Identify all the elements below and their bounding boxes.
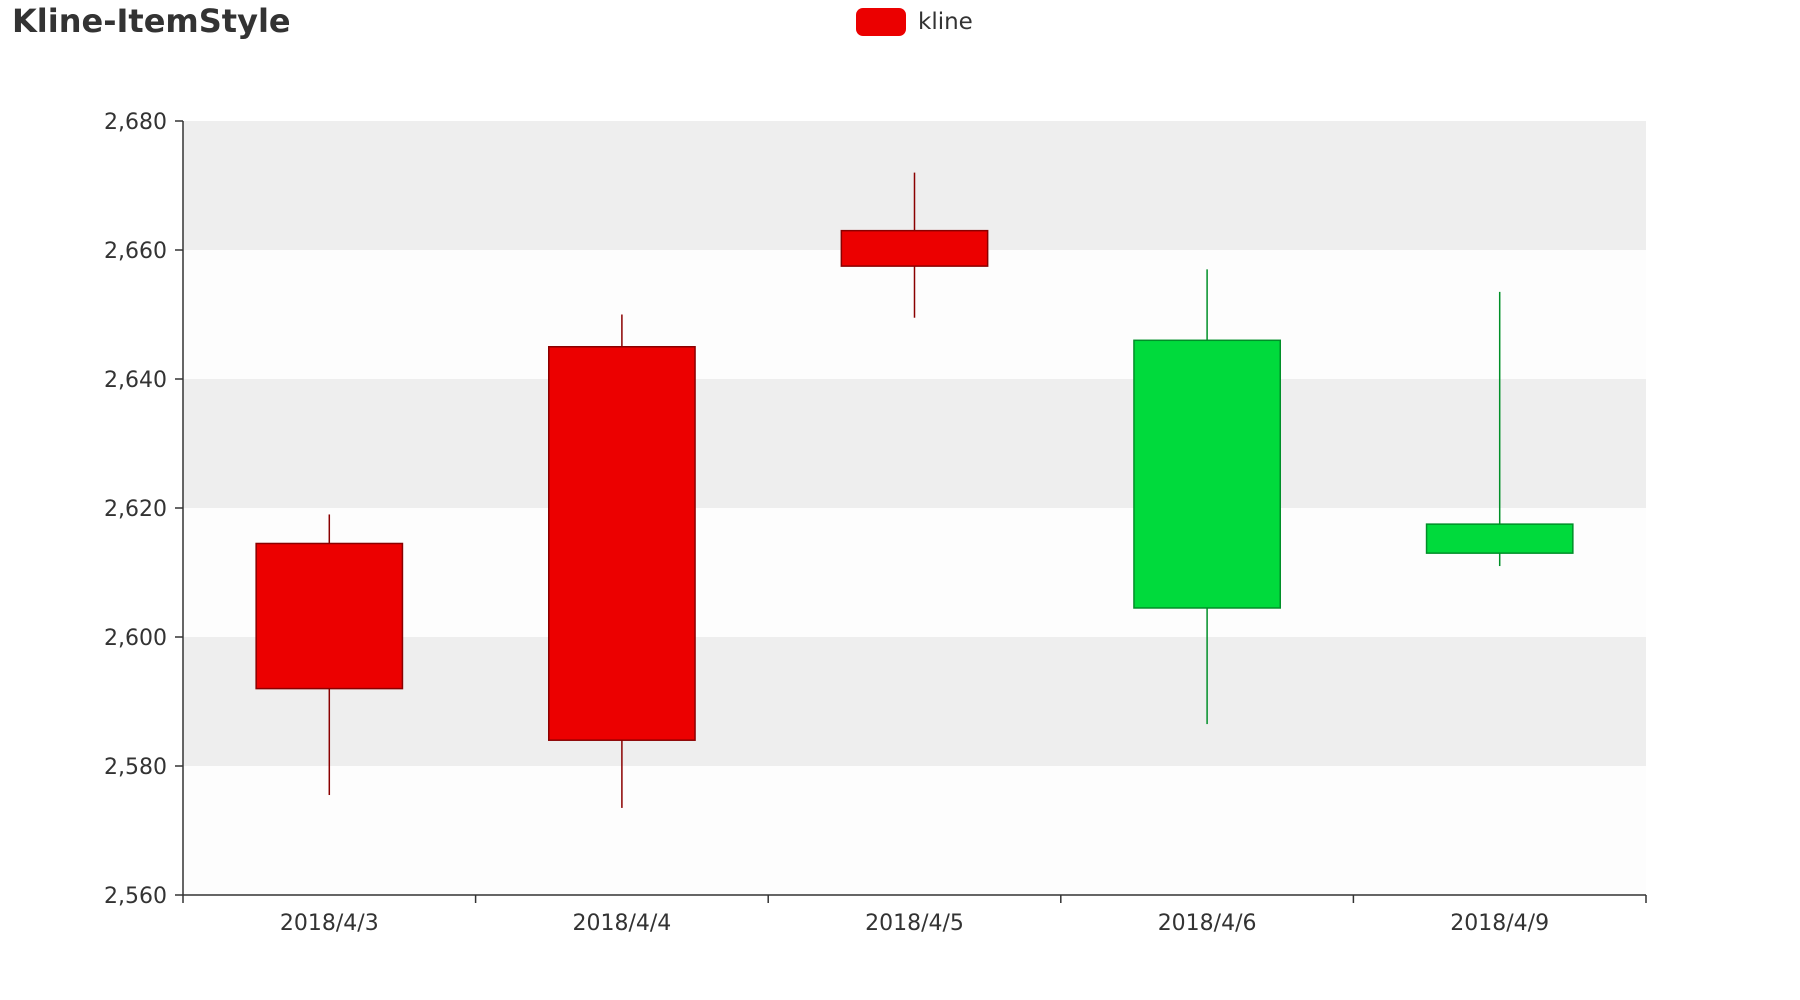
x-tick-label: 2018/4/6 [1158, 911, 1257, 936]
legend-swatch-kline[interactable] [856, 8, 906, 36]
legend[interactable]: kline [856, 8, 973, 36]
candle-body[interactable] [840, 229, 989, 267]
candle-body[interactable] [548, 346, 696, 741]
x-tick-label: 2018/4/4 [572, 911, 671, 936]
y-tick-label: 2,640 [104, 368, 167, 393]
candle-body[interactable] [1425, 523, 1574, 554]
split-area-band [183, 766, 1646, 895]
split-area-band [183, 637, 1646, 766]
y-tick-label: 2,560 [104, 884, 167, 909]
chart-title: Kline-ItemStyle [12, 2, 291, 40]
y-tick-label: 2,660 [104, 239, 167, 264]
candle-body[interactable] [1133, 339, 1281, 609]
x-tick-label: 2018/4/3 [280, 911, 379, 936]
split-area-band [183, 508, 1646, 637]
y-tick-label: 2,600 [104, 626, 167, 651]
y-tick-label: 2,580 [104, 755, 167, 780]
y-tick-label: 2,680 [104, 110, 167, 135]
y-tick-label: 2,620 [104, 497, 167, 522]
x-tick-label: 2018/4/5 [865, 911, 964, 936]
candle-body[interactable] [255, 542, 404, 690]
x-tick-label: 2018/4/9 [1450, 911, 1549, 936]
legend-label-kline[interactable]: kline [918, 9, 973, 35]
split-area-band [183, 379, 1646, 508]
